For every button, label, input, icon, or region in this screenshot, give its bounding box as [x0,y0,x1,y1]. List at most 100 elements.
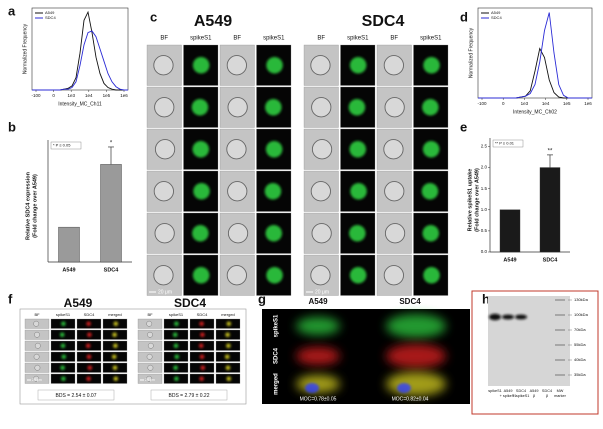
bar [539,167,561,253]
error-bar [108,146,114,165]
cell-signal [112,365,118,371]
cell-signal [112,332,117,338]
scale-label: 20 μm [145,378,155,382]
histogram-line [32,30,128,91]
cell-signal [192,140,210,158]
cell-signal [422,224,440,242]
x-tick-label: 1e3 [67,93,75,98]
y-axis-label: Normalized Frequency [22,23,28,74]
cell-signal [60,365,65,371]
legend-label: A549 [45,10,55,15]
category-label: A549 [503,257,516,263]
cell-signal [113,376,119,382]
panel-label: g [258,291,266,306]
cell [227,223,249,244]
column-header: spikeS1 [263,36,285,42]
column-header: SDC4 [197,312,208,317]
column-header: BF [160,36,168,42]
cell [153,265,174,286]
cell-signal [265,224,283,242]
note-box [37,389,115,401]
column-header: spikeS1 [347,36,369,42]
significance-mark: * [110,141,113,147]
cell [33,320,40,327]
y-tick-label: 2.5 [481,144,488,149]
column-header: BF [34,312,40,317]
cell [34,364,41,371]
group-title: SDC4 [174,296,206,310]
lane-label: SDC4 [542,389,552,393]
cell-signal [199,376,204,382]
cell [147,342,154,349]
cell-signal [61,321,66,327]
cell-signal [224,354,230,360]
cell-signal [61,376,66,382]
cell [226,139,247,160]
scale-label: 20 μm [32,378,42,382]
image-cell [413,170,449,212]
ladder-band [555,314,565,316]
category-label: SDC4 [104,267,120,273]
cell-signal [349,266,367,284]
cell [384,223,406,244]
cell [153,181,174,202]
panel-frame [471,290,599,415]
cell [384,181,405,202]
cell-signal [172,332,178,338]
cell-signal [386,344,446,368]
cell-signal [192,224,209,242]
category-label: SDC4 [543,257,559,263]
legend-label: ** P ≤ 0.01 [495,141,515,146]
panel-label: h [482,291,490,306]
x-tick-label: -100 [477,101,487,106]
x-tick-label: 1e5 [103,93,111,98]
scale-label: 20 μm [315,289,329,295]
x-tick-label: 0 [502,101,505,106]
legend-label: SDC4 [45,15,56,20]
cell [33,375,40,382]
moc-note: MOC=0.78±0.05 [300,396,337,402]
cell [146,353,153,360]
cell [226,265,247,286]
cell [311,223,332,244]
lane-label: marker [554,394,567,398]
cell-signal [264,182,282,200]
cell-signal [174,376,179,382]
group-title: A549 [194,13,232,30]
cell-signal [86,354,92,360]
cell-signal [86,376,91,382]
column-header: merged [108,312,122,317]
cell-signal [349,140,367,158]
x-tick-label: 1e4 [85,93,93,98]
lane-label: A549 [504,389,513,393]
cell-signal [192,56,210,74]
x-tick-label: 1e5 [563,101,571,106]
x-tick-label: 1e6 [120,93,128,98]
cell-signal [226,343,231,349]
cell [146,320,153,327]
cell-signal [349,56,367,74]
cell [33,353,40,360]
category-label: A549 [62,267,75,273]
cell [310,181,331,202]
scale-label: 20 μm [158,289,172,295]
cell-signal [225,365,231,371]
y-tick-label: 2.0 [481,165,488,170]
lane-label: spikeS1 [488,389,502,393]
histogram-line [478,12,592,99]
y-tick-label: 0.5 [481,228,488,233]
panel-label: a [8,3,16,18]
legend-box [50,141,82,150]
cell-signal [296,317,340,335]
column-title: SDC4 [399,297,421,306]
cell [384,97,405,118]
legend-label: SDC4 [491,15,502,20]
cell-signal [174,354,180,360]
bds-note: BDS = 2.54 ± 0.07 [56,393,97,399]
cell [154,97,175,118]
cell-signal [296,347,340,365]
y-axis-label: Relative spikeS1 uptake [467,169,473,232]
cell-signal [348,98,366,116]
cell [383,265,404,286]
mw-marker: 70kDa [574,327,586,332]
